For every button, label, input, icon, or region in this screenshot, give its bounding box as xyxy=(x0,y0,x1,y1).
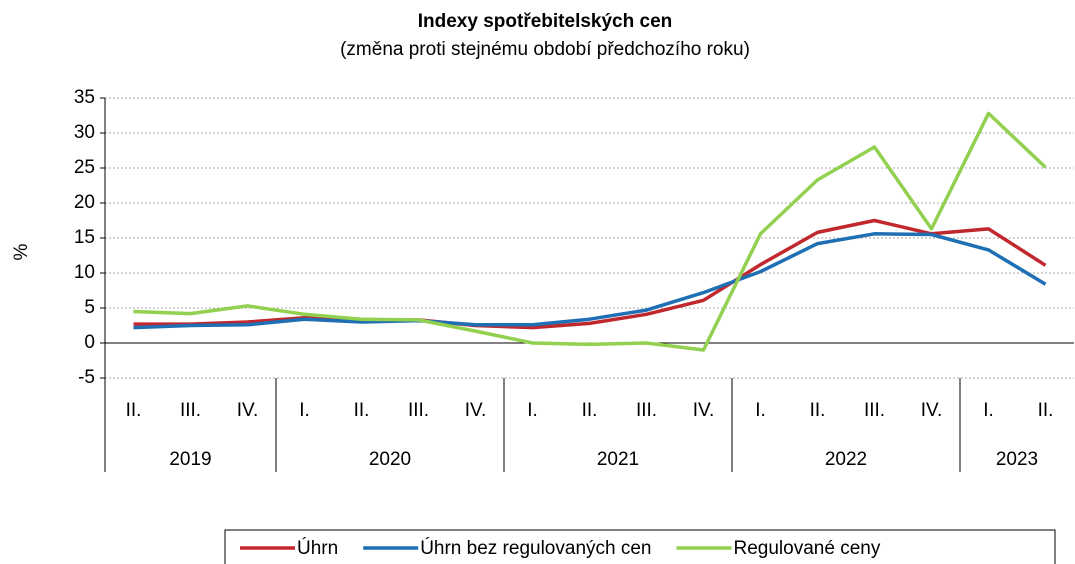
x-tick-label: IV. xyxy=(465,400,487,421)
x-group-label: 2020 xyxy=(369,449,411,470)
y-tick-label: 0 xyxy=(84,332,95,353)
x-tick-label: I. xyxy=(755,400,766,421)
x-tick-label: II. xyxy=(1038,400,1054,421)
x-tick-label: II. xyxy=(126,400,142,421)
y-tick-label: 15 xyxy=(74,227,95,248)
x-group-label: 2023 xyxy=(996,449,1038,470)
legend-label: Regulované ceny xyxy=(734,538,881,559)
y-tick-label: 5 xyxy=(84,297,95,318)
x-tick-label: III. xyxy=(864,400,885,421)
y-axis-label: % xyxy=(11,243,32,260)
x-tick-label: II. xyxy=(582,400,598,421)
x-tick-label: I. xyxy=(527,400,538,421)
x-group-label: 2019 xyxy=(169,449,211,470)
x-tick-label: IV. xyxy=(921,400,943,421)
chart-title: Indexy spotřebitelských cen xyxy=(418,11,673,32)
x-tick-label: II. xyxy=(810,400,826,421)
series-line xyxy=(133,232,1047,330)
x-tick-label: I. xyxy=(299,400,310,421)
x-tick-label: IV. xyxy=(237,400,259,421)
y-tick-label: 25 xyxy=(74,157,95,178)
y-tick-label: 20 xyxy=(74,192,95,213)
y-tick-label: 10 xyxy=(74,262,95,283)
legend-label: Úhrn xyxy=(297,537,338,559)
x-group-label: 2022 xyxy=(825,449,867,470)
chart-subtitle: (změna proti stejnému období předchozího… xyxy=(340,39,750,60)
y-tick-label: 35 xyxy=(74,87,95,108)
legend-label: Úhrn bez regulovaných cen xyxy=(420,537,651,559)
x-tick-label: III. xyxy=(408,400,429,421)
x-tick-label: IV. xyxy=(693,400,715,421)
y-tick-label: -5 xyxy=(78,367,95,388)
x-tick-label: III. xyxy=(180,400,201,421)
series-line xyxy=(133,218,1047,330)
x-tick-label: III. xyxy=(636,400,657,421)
legend-box xyxy=(224,529,1056,564)
x-tick-label: II. xyxy=(354,400,370,421)
y-tick-label: 30 xyxy=(74,122,95,143)
x-group-label: 2021 xyxy=(597,449,639,470)
x-tick-label: I. xyxy=(983,400,994,421)
series-line xyxy=(133,111,1047,352)
